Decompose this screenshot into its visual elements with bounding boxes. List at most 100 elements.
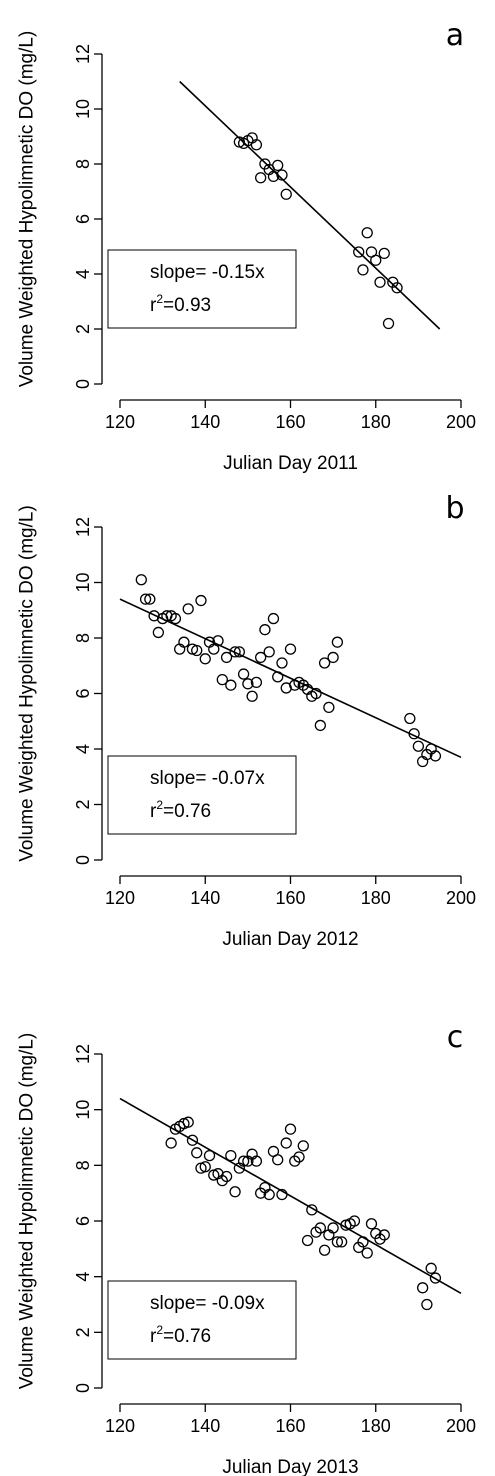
y-tick-label: 2: [73, 324, 93, 334]
x-tick-label: 200: [446, 888, 476, 908]
y-tick-label: 8: [73, 159, 93, 169]
data-point: [412, 740, 425, 752]
y-tick-label: 2: [73, 1327, 93, 1337]
y-tick-label: 6: [73, 214, 93, 224]
data-point: [225, 1149, 237, 1162]
legend-r-squared: r2=0.76: [150, 1323, 211, 1347]
data-point: [365, 1218, 378, 1230]
data-point: [327, 1222, 339, 1234]
data-point: [416, 1282, 429, 1294]
y-tick-label: 10: [73, 1100, 93, 1120]
data-point: [297, 1140, 309, 1152]
data-point: [357, 1236, 369, 1248]
data-point: [378, 1229, 390, 1241]
data-point: [331, 1236, 344, 1248]
data-point: [229, 1186, 241, 1198]
data-point: [306, 1204, 318, 1216]
data-point: [408, 728, 420, 740]
data-point: [331, 636, 344, 648]
x-tick-label: 120: [105, 888, 135, 908]
data-point: [186, 1134, 199, 1146]
data-point: [233, 646, 246, 658]
panel-letter: c: [447, 1020, 464, 1055]
y-tick-label: 4: [73, 1272, 93, 1282]
data-point: [314, 719, 326, 732]
data-point: [263, 1188, 275, 1201]
data-point: [272, 159, 284, 172]
x-tick-label: 140: [190, 1416, 220, 1436]
data-point: [263, 646, 275, 658]
data-point: [280, 1137, 292, 1149]
legend-r-superscript: 2: [156, 1323, 163, 1337]
y-tick-label: 0: [73, 379, 93, 389]
data-point: [421, 1298, 433, 1311]
legend-slope-text: slope= -0.09x: [150, 1293, 265, 1314]
data-point: [310, 687, 322, 700]
panel-b: 0 2 4 6 8 10 12 120 140 160 180 200 Julian Day 2012 V…: [17, 491, 477, 950]
data-point: [250, 1155, 263, 1167]
y-tick-label: 10: [73, 572, 93, 592]
data-point: [361, 227, 373, 239]
data-point: [152, 626, 165, 639]
data-point: [284, 643, 297, 655]
y-tick-label: 12: [73, 44, 93, 64]
x-tick-label: 160: [275, 888, 305, 908]
data-point: [255, 651, 267, 664]
data-point: [250, 139, 263, 151]
data-point: [191, 1147, 203, 1159]
data-point: [370, 254, 382, 266]
legend-box: [107, 755, 297, 835]
y-tick-label: 8: [73, 633, 93, 643]
data-point: [182, 603, 194, 615]
data-point: [191, 644, 203, 657]
regression-line: [179, 80, 441, 330]
data-point: [272, 671, 284, 683]
data-point: [348, 1215, 361, 1227]
y-tick-label: 0: [73, 855, 93, 865]
data-point: [429, 1272, 442, 1284]
data-point: [374, 276, 386, 288]
data-point: [353, 246, 365, 258]
data-point: [335, 1236, 348, 1248]
y-tick-label: 6: [73, 1216, 93, 1226]
data-point: [216, 1174, 228, 1187]
data-point: [284, 1123, 297, 1135]
y-tick-label: 6: [73, 688, 93, 698]
legend-r-superscript: 2: [156, 292, 163, 306]
data-point: [225, 679, 237, 691]
data-point: [301, 1234, 314, 1247]
y-axis-title: Volume Weighted Hypolimnetic DO (mg/L): [17, 505, 38, 862]
data-point: [169, 612, 182, 625]
y-axis-title: Volume Weighted Hypolimnetic DO (mg/L): [17, 31, 38, 388]
x-tick-label: 180: [361, 412, 391, 432]
legend-r-squared: r2=0.76: [150, 798, 211, 822]
data-point: [255, 172, 267, 184]
panel-letter: a: [446, 18, 464, 53]
legend-r-base: r: [150, 1326, 157, 1347]
data-point: [195, 594, 207, 607]
y-tick-label: 0: [73, 1383, 93, 1393]
data-point: [272, 1154, 284, 1166]
panel-letter: b: [445, 491, 464, 526]
data-point: [212, 635, 224, 647]
x-tick-label: 200: [446, 1416, 476, 1436]
data-point: [229, 646, 241, 658]
data-point: [289, 1155, 301, 1167]
data-point: [391, 282, 403, 294]
legend-r-squared: r2=0.93: [150, 292, 211, 316]
legend-slope-text: slope= -0.15x: [150, 262, 265, 283]
y-tick-label: 12: [73, 1044, 93, 1064]
data-point: [267, 612, 280, 625]
x-tick-label: 180: [361, 1416, 391, 1436]
data-point: [327, 651, 339, 664]
data-point: [276, 657, 288, 669]
panel-c: 0 2 4 6 8 10 12 120 140 160 180 200 Julian Day 2013 V…: [17, 1020, 477, 1476]
data-point: [259, 624, 271, 636]
data-point: [280, 188, 292, 200]
data-point: [374, 1233, 386, 1245]
data-point: [216, 673, 228, 686]
legend-box: [107, 249, 297, 329]
data-point: [314, 1222, 326, 1234]
data-point: [242, 678, 254, 690]
data-point: [318, 657, 331, 669]
